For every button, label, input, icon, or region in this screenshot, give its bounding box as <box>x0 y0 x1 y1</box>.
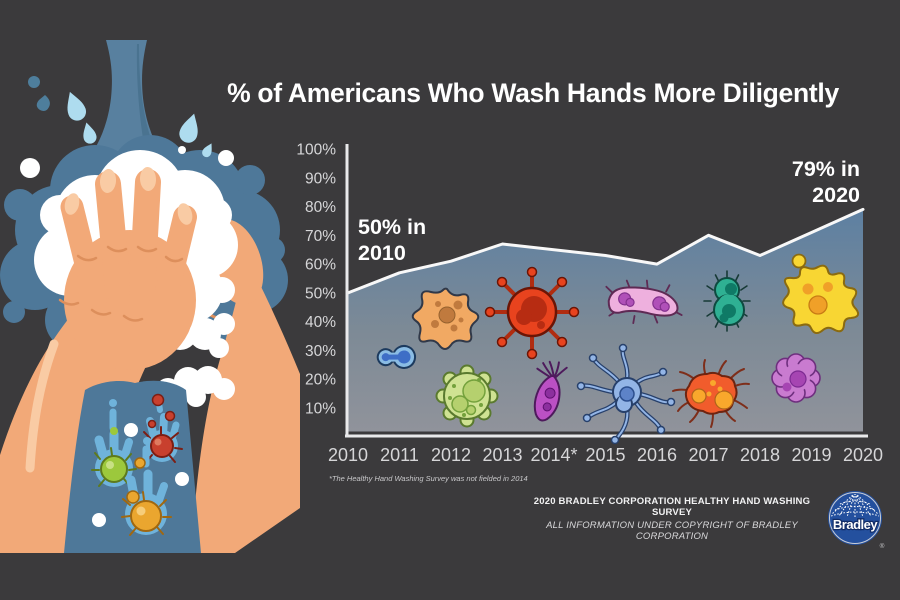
x-tick-label: 2012 <box>431 445 471 465</box>
knuckle-lines <box>58 245 184 322</box>
orange-star-amoeba-icon <box>411 287 480 350</box>
y-tick-label: 80% <box>305 199 336 216</box>
footer: 2020 BRADLEY CORPORATION HEALTHY HAND WA… <box>522 496 822 542</box>
x-tick-label: 2020 <box>843 445 883 465</box>
germ-icons-group <box>376 253 860 445</box>
purple-protozoa-icon <box>533 360 568 422</box>
orange-fuzzy-germ-icon <box>672 359 750 428</box>
fingernails <box>64 167 193 225</box>
x-tick-label: 2011 <box>380 445 419 465</box>
rinse-water-column <box>64 380 201 553</box>
water-droplets <box>20 76 272 331</box>
green-germ-icon <box>91 447 137 487</box>
footer-survey-credit: 2020 BRADLEY CORPORATION HEALTHY HAND WA… <box>533 496 811 518</box>
x-tick-label: 2015 <box>585 445 625 465</box>
y-tick-label: 50% <box>305 285 336 302</box>
blue-peanut-germ-icon <box>376 344 417 369</box>
x-tick-label: 2019 <box>791 445 831 465</box>
y-tick-label: 20% <box>305 372 336 389</box>
registered-mark: ® <box>880 542 885 549</box>
y-tick-label: 70% <box>305 228 336 245</box>
hand-washing-illustration <box>0 40 300 553</box>
annotation-79-percent-2020: 79% in 2020 <box>791 157 860 208</box>
green-gear-germ-icon <box>435 364 499 428</box>
y-tick-label: 40% <box>305 314 336 331</box>
area-outline <box>346 207 865 295</box>
x-tick-label: 2018 <box>740 445 780 465</box>
annotation-50-percent-2010: 50% in 2010 <box>358 215 427 266</box>
footer-copyright: ALL INFORMATION UNDER COPYRIGHT OF BRADL… <box>546 520 798 542</box>
x-tick-label: 2010 <box>328 445 368 465</box>
y-tick-label: 10% <box>305 401 336 418</box>
y-tick-label: 100% <box>296 142 336 159</box>
left-arm <box>0 167 197 553</box>
water-bubbles <box>92 423 189 527</box>
green-germ-splash <box>91 399 137 487</box>
teal-ciliate-germ-icon <box>703 270 751 332</box>
x-tick-label: 2016 <box>637 445 677 465</box>
yellow-germ-splash <box>121 437 172 536</box>
red-virus-icon <box>484 266 580 360</box>
orchid-flower-germ-icon <box>771 353 821 403</box>
y-tick-label: 60% <box>305 257 336 274</box>
x-tick-label: 2013 <box>482 445 522 465</box>
yellow-germ-icon <box>121 491 172 536</box>
x-tick-label: 2017 <box>688 445 728 465</box>
survey-footnote: *The Healthy Hand Washing Survey was not… <box>329 474 528 483</box>
pink-bacteria-icon <box>605 279 683 325</box>
x-tick-label: 2014* <box>530 445 577 465</box>
page-title: % of Americans Who Wash Hands More Dilig… <box>227 78 839 108</box>
bradley-logo: Bradley ® <box>828 491 885 549</box>
y-tick-label: 30% <box>305 343 336 360</box>
periwinkle-spider-germ-icon <box>576 343 676 445</box>
yellow-splat-germ-icon <box>782 253 860 334</box>
logo-wordmark: Bradley <box>833 517 878 532</box>
y-tick-label: 90% <box>305 170 336 187</box>
logo-globe-dome <box>831 494 879 518</box>
